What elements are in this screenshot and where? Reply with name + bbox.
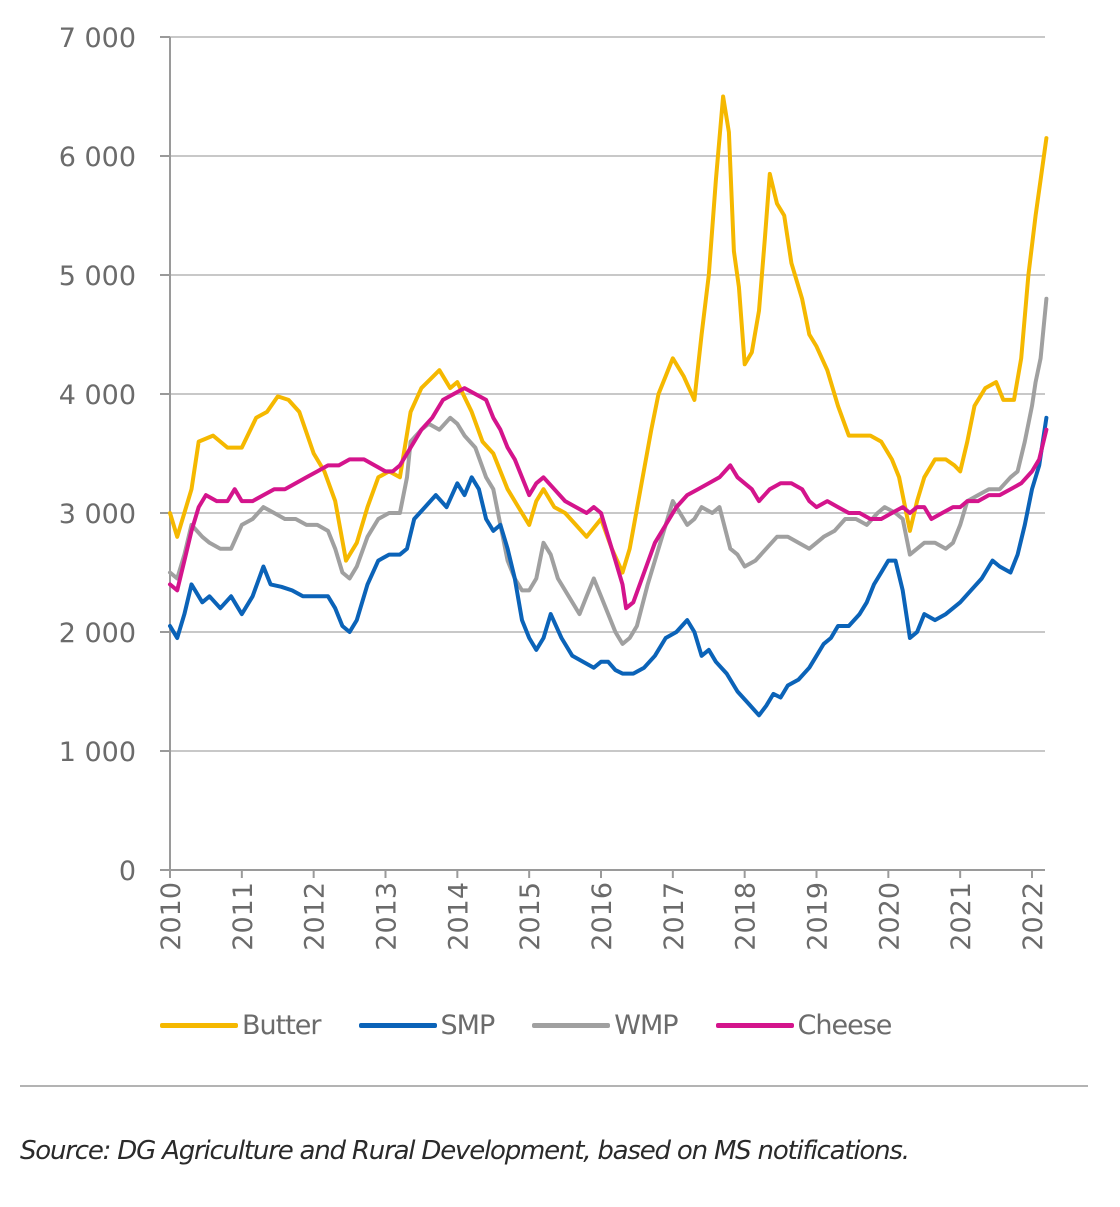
x-tick-labels: 2010 2011 2012 2013 2014 2015 2016 2017 2018 2019…	[156, 882, 1049, 951]
divider	[20, 1085, 1088, 1087]
series-line-smp	[168, 415, 1049, 718]
y-tick-label: 3 000	[59, 499, 136, 530]
y-tick-label: 7 000	[59, 23, 136, 54]
legend-label-cheese: Cheese	[797, 1010, 893, 1041]
x-tick-label: 2021	[946, 882, 977, 951]
x-tick-label: 2015	[515, 882, 546, 951]
legend-swatch-smp	[358, 1023, 437, 1028]
legend-swatch-cheese	[715, 1023, 794, 1028]
line-chart: 0 1 000 2 000 3 000 4 000 5 000 6 000 7 000 201…	[59, 23, 1049, 951]
x-tick-label: 2012	[300, 882, 331, 951]
y-tick-labels: 0 1 000 2 000 3 000 4 000 5 000 6 000 7 000	[59, 23, 136, 887]
legend-item-butter: Butter	[160, 1010, 322, 1041]
x-tick-label: 2017	[659, 882, 690, 951]
legend-item-wmp: WMP	[532, 1010, 679, 1041]
legend-label-butter: Butter	[242, 1010, 322, 1041]
legend-swatch-butter	[160, 1023, 238, 1028]
y-tick-label: 1 000	[59, 737, 136, 768]
x-tick-label: 2013	[372, 882, 403, 951]
x-tick-label: 2022	[1018, 882, 1049, 951]
x-tick-label: 2016	[587, 882, 618, 951]
x-tick-label: 2020	[874, 882, 905, 951]
source-note: Source: DG Agriculture and Rural Develop…	[20, 1136, 910, 1166]
x-tick-label: 2010	[156, 882, 187, 951]
series-lines	[168, 94, 1049, 718]
series-line-wmp	[168, 296, 1049, 646]
x-tick-label: 2011	[228, 882, 259, 951]
x-tick-label: 2018	[731, 882, 762, 951]
series-line-cheese	[168, 386, 1049, 611]
legend-label-wmp: WMP	[614, 1010, 678, 1041]
legend: Butter SMP WMP Cheese	[160, 1010, 929, 1041]
x-tick-label: 2014	[443, 882, 474, 951]
y-tick-label: 0	[119, 856, 136, 887]
y-tick-label: 2 000	[59, 618, 136, 649]
y-tick-label: 5 000	[59, 261, 136, 292]
axes	[160, 36, 1045, 878]
y-tick-label: 4 000	[59, 380, 136, 411]
legend-label-smp: SMP	[440, 1010, 496, 1041]
gridlines	[170, 36, 1045, 752]
x-tick-label: 2019	[803, 882, 834, 951]
series-line-butter	[168, 94, 1049, 575]
y-tick-label: 6 000	[59, 142, 136, 173]
legend-item-smp: SMP	[358, 1010, 496, 1041]
legend-swatch-wmp	[532, 1023, 611, 1028]
legend-item-cheese: Cheese	[715, 1010, 893, 1041]
